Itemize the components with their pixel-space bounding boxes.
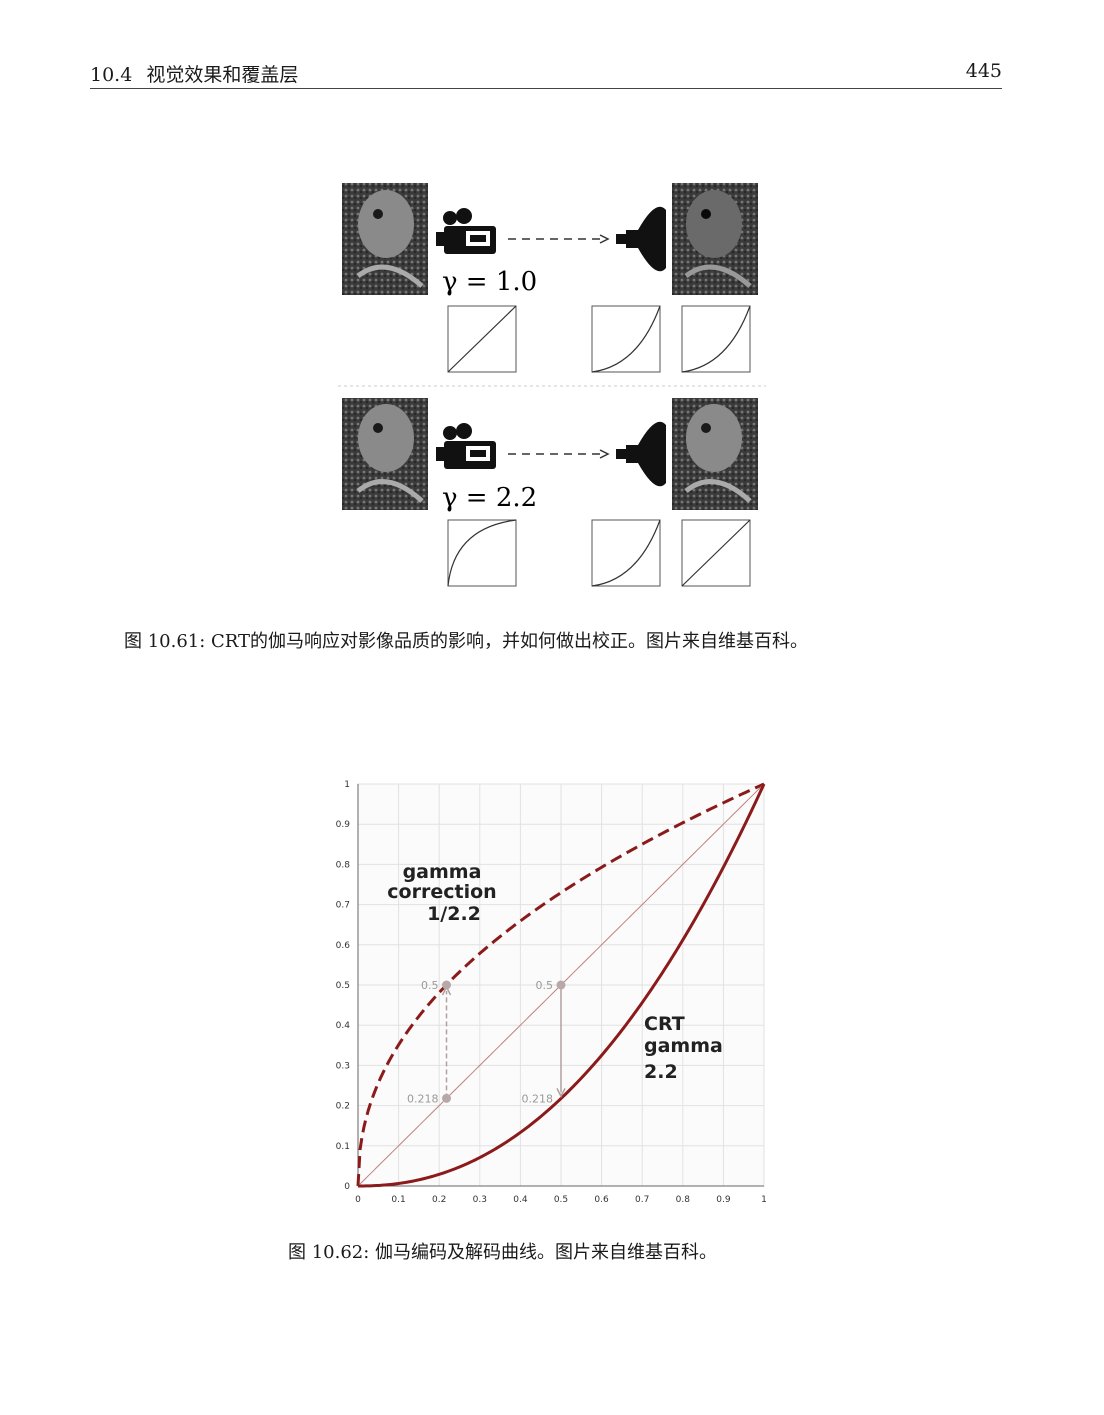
curve-box-power <box>591 519 661 587</box>
x-tick-label: 0.6 <box>594 1195 609 1205</box>
section-title: 视觉效果和覆盖层 <box>146 64 299 86</box>
crt-lamp-icon <box>616 206 666 272</box>
section-number: 10.4 <box>90 64 133 86</box>
x-tick-label: 0.5 <box>554 1195 568 1205</box>
x-tick-label: 0.7 <box>635 1195 649 1205</box>
annotation-correction-line-3: 1/2.2 <box>427 903 481 925</box>
x-tick-label: 1 <box>761 1195 767 1205</box>
parrot-photo <box>672 183 758 295</box>
parrot-photo <box>342 398 428 510</box>
curve-box-root <box>447 519 517 587</box>
dashed-arrow <box>508 234 610 244</box>
y-tick-label: 0.7 <box>336 901 350 911</box>
y-tick-label: 0.9 <box>336 820 351 830</box>
x-tick-label: 0.4 <box>513 1195 528 1205</box>
x-tick-label: 0.9 <box>716 1195 731 1205</box>
dashed-arrow <box>508 449 610 459</box>
row-gamma-2-2: γ = 2.2 <box>342 398 758 587</box>
annotation-crt-line-3: 2.2 <box>644 1061 678 1083</box>
figure-caption-10-61: 图 10.61: CRT的伽马响应对影像品质的影响，并如何做出校正。图片来自维基… <box>124 631 809 652</box>
section-heading: 10.4 视觉效果和覆盖层 <box>90 60 298 87</box>
data-point <box>556 980 566 990</box>
y-tick-label: 0 <box>344 1182 350 1192</box>
video-camera-icon <box>436 423 496 469</box>
y-tick-label: 1 <box>344 780 350 790</box>
gamma-chart: 0 0.1 0.2 0.3 0.4 0.5 0.6 0.7 0.8 0.9 1 0 0.1 0.2 0.3 0… <box>336 780 767 1205</box>
data-point <box>442 1093 452 1103</box>
axis-ticks: 0 0.1 0.2 0.3 0.4 0.5 0.6 0.7 0.8 0.9 1 0 0.1 0.2 0.3 0… <box>336 780 767 1205</box>
pipeline-diagram: γ = 1.0 <box>338 183 766 587</box>
x-tick-label: 0.1 <box>391 1195 405 1205</box>
figure-caption-10-62: 图 10.62: 伽马编码及解码曲线。图片来自维基百科。 <box>288 1242 718 1263</box>
y-tick-label: 0.4 <box>336 1021 351 1031</box>
highlight-points: 0.5 0.218 0.5 0.218 <box>407 979 566 1105</box>
x-tick-label: 0.2 <box>432 1195 446 1205</box>
series-line-solid <box>358 783 766 1188</box>
x-tick-label: 0.3 <box>473 1195 487 1205</box>
page-number: 445 <box>965 60 1002 82</box>
data-point-label: 0.5 <box>536 979 554 992</box>
parrot-photo <box>342 183 428 295</box>
y-tick-label: 0.6 <box>336 941 351 951</box>
y-tick-label: 0.8 <box>336 860 351 870</box>
data-point <box>442 980 452 990</box>
row-gamma-1: γ = 1.0 <box>342 183 758 373</box>
data-point-label: 0.218 <box>407 1092 439 1105</box>
crt-lamp-icon <box>616 421 666 487</box>
curve-box-power <box>591 305 661 373</box>
figure-gamma-pipeline: γ = 1.0 <box>338 176 766 596</box>
curve-box-power <box>681 305 751 373</box>
y-tick-label: 0.5 <box>336 981 350 991</box>
x-tick-label: 0.8 <box>676 1195 691 1205</box>
data-point-label: 0.218 <box>522 1092 554 1105</box>
gamma-label-2: γ = 2.2 <box>442 483 537 513</box>
curve-box-linear <box>681 519 751 587</box>
y-tick-label: 0.1 <box>336 1142 350 1152</box>
annotation-crt-line-1: CRT <box>644 1013 685 1035</box>
x-tick-label: 0 <box>355 1195 361 1205</box>
annotation-correction: gamma correction 1/2.2 <box>387 861 496 925</box>
gamma-label-1: γ = 1.0 <box>442 267 537 297</box>
annotation-correction-line-2: correction <box>387 881 496 903</box>
annotation-crt-line-2: gamma <box>644 1035 723 1057</box>
annotation-correction-line-1: gamma <box>403 861 482 883</box>
page-header: 10.4 视觉效果和覆盖层 445 <box>90 58 1002 89</box>
parrot-photo <box>672 398 758 510</box>
figure-gamma-curves: 0 0.1 0.2 0.3 0.4 0.5 0.6 0.7 0.8 0.9 1 0 0.1 0.2 0.3 0… <box>322 770 782 1210</box>
series-line-dashed <box>356 782 765 1187</box>
video-camera-icon <box>436 208 496 254</box>
y-tick-label: 0.3 <box>336 1061 350 1071</box>
y-tick-label: 0.2 <box>336 1102 350 1112</box>
data-point-label: 0.5 <box>421 979 439 992</box>
annotation-crt: CRT gamma 2.2 <box>644 1013 723 1083</box>
curve-box-linear <box>447 305 517 373</box>
connector-arrowhead-down <box>556 1088 566 1099</box>
